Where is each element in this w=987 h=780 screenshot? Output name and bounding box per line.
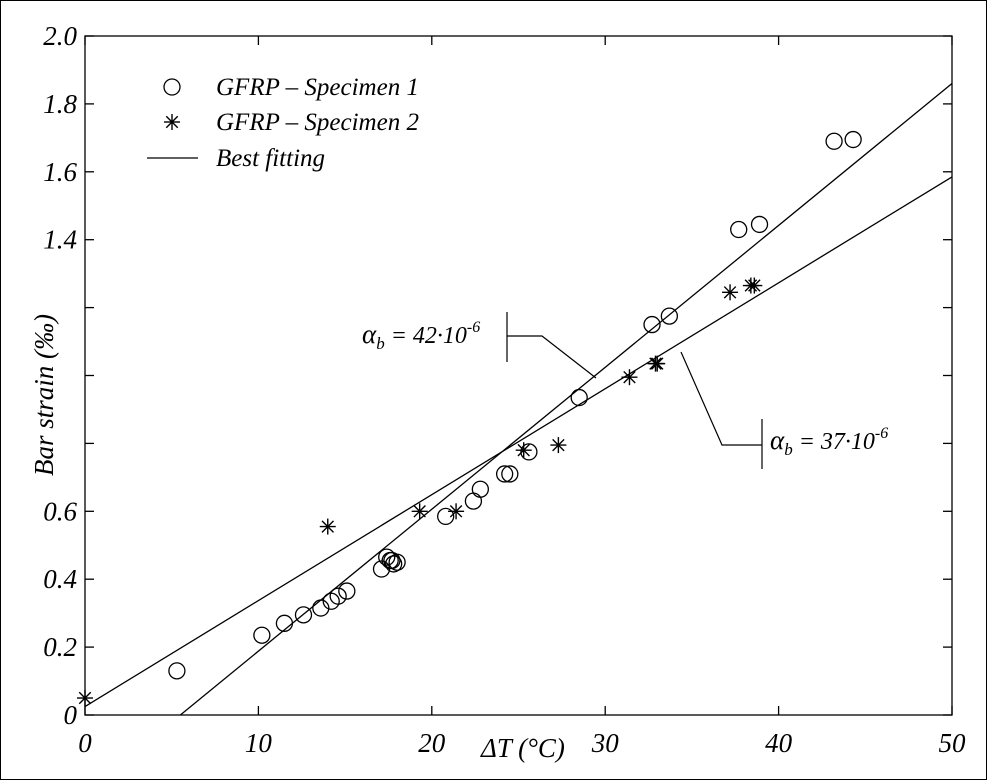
data-point-circle: [312, 599, 330, 617]
data-points: [77, 130, 862, 707]
data-point-circle: [471, 480, 490, 498]
axis-tick-labels: 0 10 20 30 40 50 0 0.2 0.4 0.6 1.4 1.6 1.8 2.0: [43, 21, 966, 758]
data-point-circle: [825, 132, 843, 150]
x-tick-label: 10: [245, 728, 273, 758]
data-point-asterisk: [649, 355, 666, 372]
annotation-alpha-42-text: = 42·10: [385, 323, 467, 349]
annotation-alpha-37-exponent: -6: [875, 425, 888, 442]
data-point-circle: [643, 315, 661, 334]
data-point-asterisk: [746, 277, 763, 294]
data-point-asterisk: [550, 437, 567, 454]
data-point-asterisk: [319, 518, 336, 535]
y-tick-label: 2.0: [43, 21, 77, 51]
data-point-circle: [253, 626, 271, 644]
legend-label-specimen-1: GFRP – Specimen 1: [216, 74, 419, 101]
data-point-asterisk: [448, 503, 465, 520]
data-point-circle: [275, 614, 294, 632]
data-point-circle: [329, 587, 347, 605]
x-tick-label: 40: [765, 728, 793, 758]
y-tick-label: 0.6: [43, 496, 77, 526]
fit-line: [179, 83, 953, 716]
data-point-circle: [660, 307, 679, 325]
data-point-circle: [501, 465, 519, 483]
y-axis-label: Bar strain (‰): [29, 314, 59, 476]
data-point-asterisk: [411, 503, 428, 520]
data-point-asterisk: [621, 369, 638, 386]
legend-marker-asterisk: [164, 114, 180, 130]
legend-marker-circle: [163, 78, 181, 96]
data-point-circle: [844, 130, 862, 149]
annotation-alpha-42-exponent: -6: [467, 319, 480, 336]
svg-text:αb = 37·10-6: αb = 37·10-6: [770, 425, 888, 459]
legend-label-best-fitting: Best fitting: [216, 145, 325, 172]
data-point-circle: [378, 548, 396, 566]
annotation-alpha-37-symbol: α: [770, 425, 785, 455]
annotation-alpha-37-text: = 37·10: [793, 429, 875, 455]
y-tick-label: 1.8: [43, 89, 77, 119]
y-tick-label: 1.6: [43, 157, 77, 187]
axis-ticks: [84, 35, 953, 716]
annotation-alpha-37-leader: [680, 351, 762, 446]
data-point-asterisk: [722, 284, 739, 301]
data-point-circle: [570, 388, 588, 407]
legend: GFRP – Specimen 1 GFRP – Specimen 2 Best…: [147, 74, 419, 172]
data-point-asterisk: [77, 690, 93, 707]
data-point-circle: [294, 606, 313, 624]
x-tick-label: 50: [939, 728, 967, 758]
x-axis-label: ΔT (°C): [480, 733, 565, 763]
data-point-circle: [388, 553, 406, 571]
svg-text:αb = 42·10-6: αb = 42·10-6: [362, 319, 480, 353]
annotation-alpha-42-symbol: α: [362, 319, 377, 349]
y-tick-label: 0.2: [43, 632, 77, 662]
legend-label-specimen-2: GFRP – Specimen 2: [216, 109, 419, 136]
annotation-alpha-37-subscript: b: [784, 440, 793, 459]
data-point-circle: [338, 582, 356, 600]
x-tick-label: 20: [418, 728, 446, 758]
x-tick-label: 0: [78, 728, 92, 758]
annotation-alpha-42: αb = 42·10-6: [362, 312, 597, 379]
annotation-alpha-37: αb = 37·10-6: [680, 351, 888, 469]
data-point-circle: [385, 555, 403, 573]
data-point-circle: [520, 443, 538, 461]
legend-asterisk-shape: [164, 114, 180, 130]
y-tick-label: 1.4: [43, 225, 77, 255]
annotation-alpha-42-leader: [507, 335, 597, 379]
y-tick-label: 0.4: [43, 564, 77, 594]
data-point-circle: [730, 220, 748, 239]
data-point-asterisk: [515, 442, 532, 459]
annotation-alpha-42-subscript: b: [376, 334, 385, 353]
x-tick-label: 30: [591, 728, 620, 758]
data-point-circle: [168, 662, 186, 680]
fit-lines: [84, 83, 953, 716]
data-point-circle: [437, 507, 455, 526]
plot-area: [84, 35, 953, 716]
y-tick-label: 0: [64, 700, 78, 730]
data-point-circle: [750, 215, 769, 234]
fit-line: [84, 176, 953, 708]
data-point-circle: [495, 465, 514, 483]
